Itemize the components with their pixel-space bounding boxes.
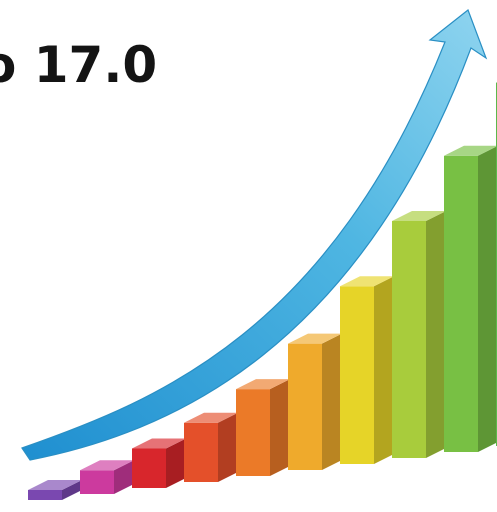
- bar-side-face: [374, 276, 394, 464]
- bar-side-face: [478, 146, 497, 452]
- bar-top-face: [392, 211, 446, 221]
- bar-top-face: [132, 438, 186, 449]
- bar-front-face: [132, 448, 166, 488]
- bar-7: [340, 276, 394, 464]
- bar-top-face: [236, 379, 290, 390]
- bar-6: [288, 333, 342, 470]
- bar-top-face: [80, 460, 134, 471]
- bar-group: [28, 82, 497, 500]
- bar-side-face: [166, 438, 186, 488]
- bar-top-face: [184, 412, 238, 423]
- bar-side-face: [62, 480, 82, 500]
- bar-front-face: [28, 490, 62, 500]
- bar-1: [28, 480, 82, 500]
- bar-top-face: [444, 145, 497, 156]
- headline-text: o 17.0: [0, 36, 157, 94]
- trend-arrow-icon: [21, 9, 488, 461]
- bar-front-face: [288, 343, 322, 470]
- bar-9: [444, 145, 497, 452]
- bar-8: [392, 211, 446, 458]
- bar-side-face: [218, 412, 238, 482]
- bar-front-face: [80, 470, 114, 494]
- bar-side-face: [322, 333, 342, 470]
- bar-side-face: [426, 211, 446, 458]
- bar-4: [184, 412, 238, 482]
- bar-front-face: [236, 389, 270, 476]
- bar-2: [80, 460, 134, 494]
- bar-front-face: [340, 286, 374, 464]
- bar-top-face: [28, 480, 82, 490]
- bar-side-face: [270, 379, 290, 476]
- bar-3: [132, 438, 186, 488]
- bar-top-face: [288, 333, 342, 344]
- bar-5: [236, 379, 290, 476]
- bar-front-face: [184, 422, 218, 482]
- bar-front-face: [444, 155, 478, 452]
- bar-side-face: [114, 460, 134, 494]
- bar-top-face: [340, 276, 394, 287]
- bar-front-face: [392, 221, 426, 458]
